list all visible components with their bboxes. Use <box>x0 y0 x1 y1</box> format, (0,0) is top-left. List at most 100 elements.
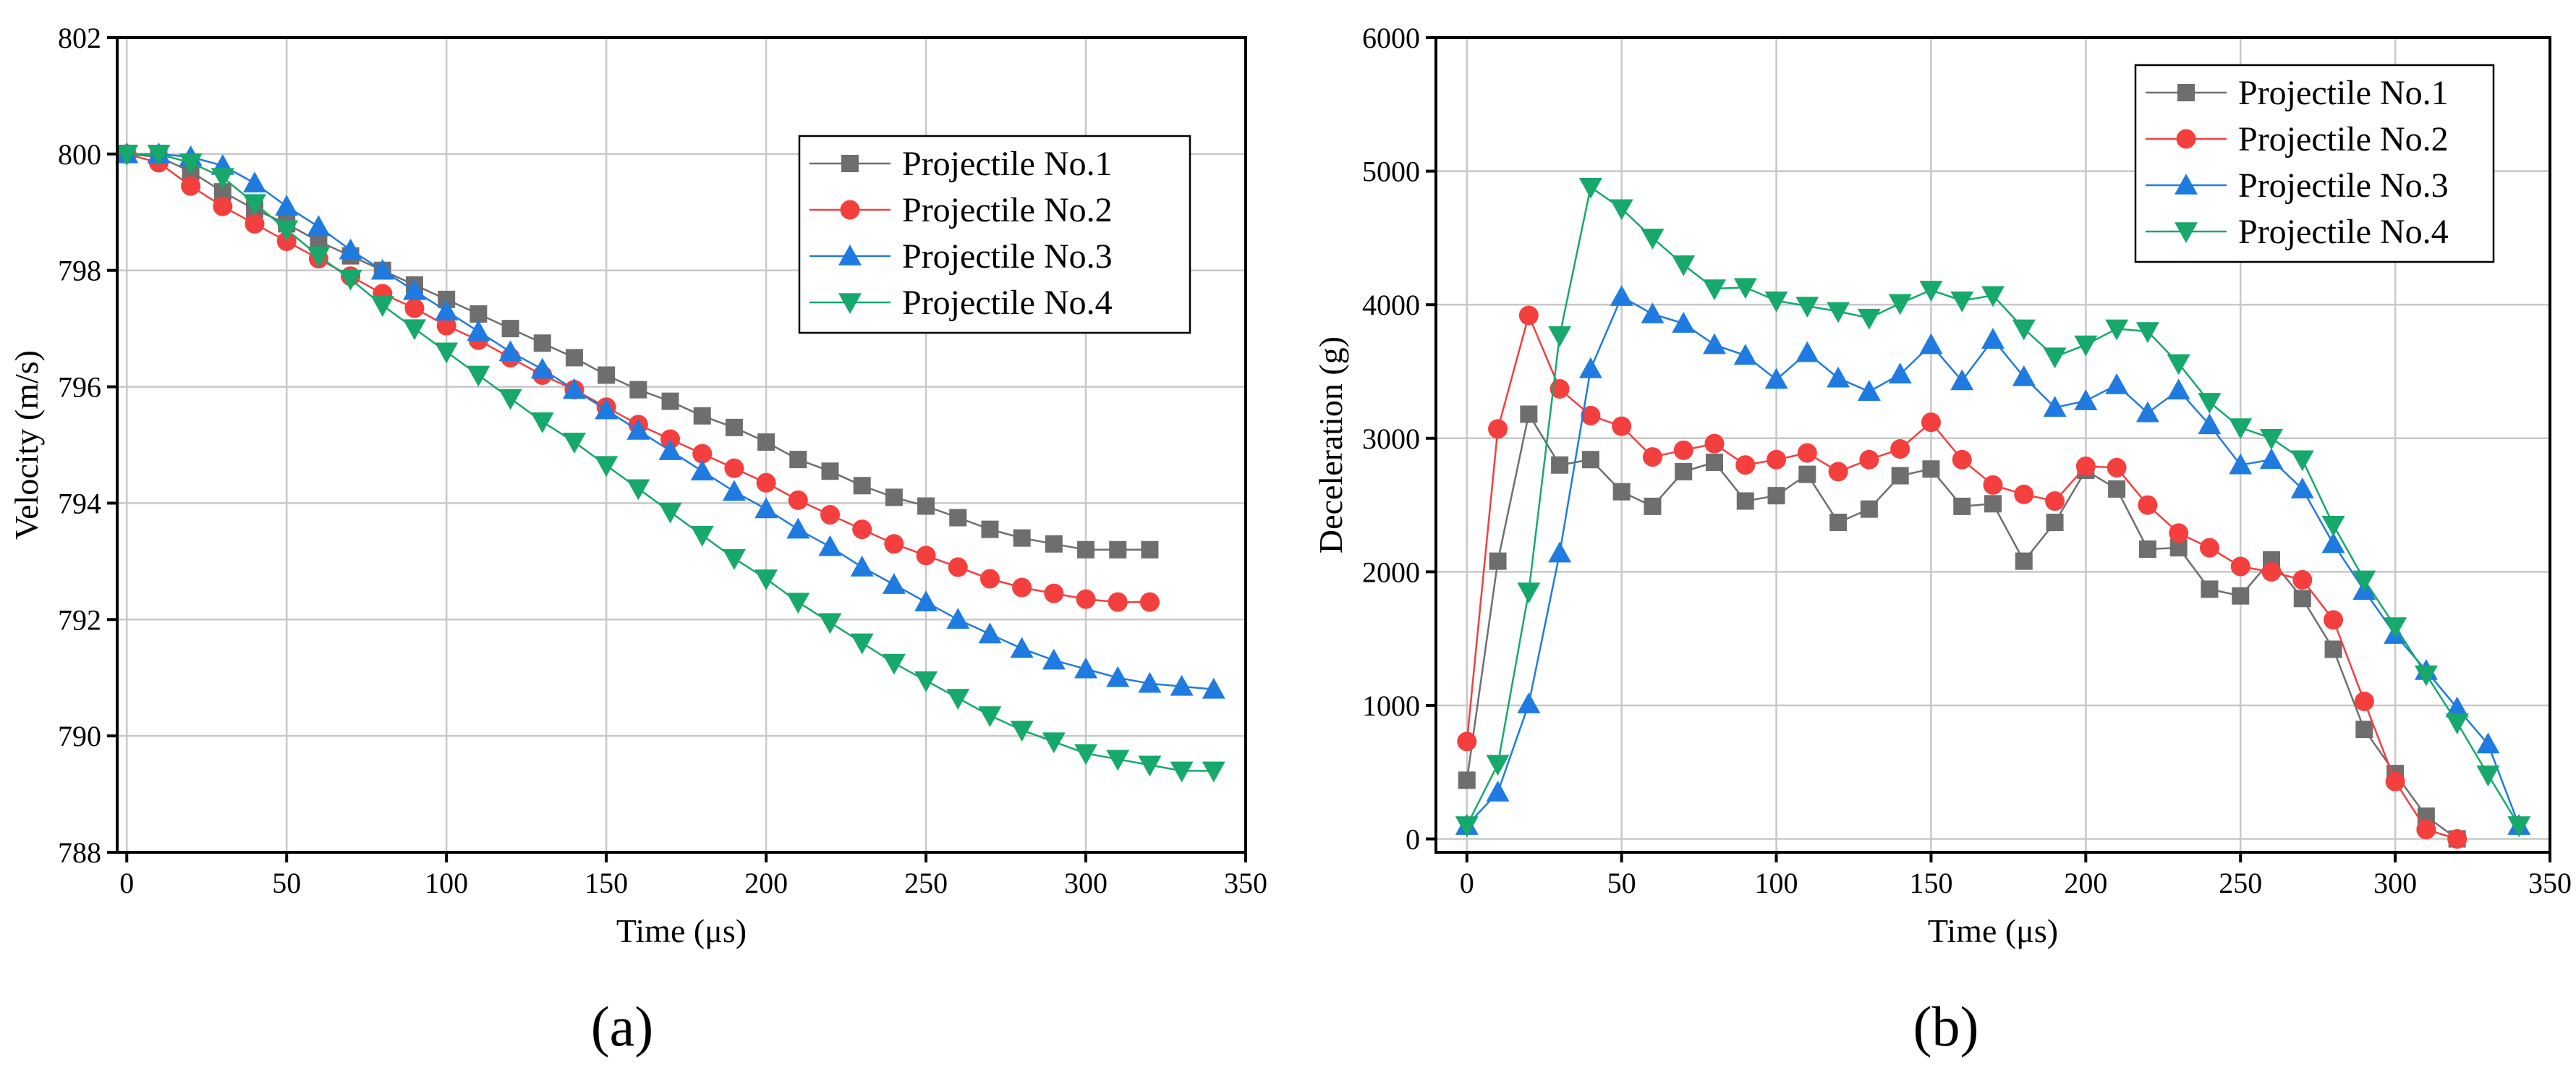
data-point <box>660 429 681 449</box>
data-point <box>2015 552 2033 570</box>
data-point <box>853 477 871 495</box>
data-point <box>2105 319 2129 341</box>
x-tick-label: 350 <box>1224 867 1267 899</box>
data-point <box>307 215 331 237</box>
data-point <box>1610 285 1633 306</box>
data-point <box>1074 744 1098 765</box>
data-point <box>1795 341 1819 362</box>
data-point <box>2417 807 2435 826</box>
data-point <box>211 168 234 190</box>
data-point <box>1767 449 1787 470</box>
data-point <box>1138 671 1162 693</box>
legend-marker <box>841 155 859 172</box>
x-tick-label: 150 <box>1909 867 1952 899</box>
data-point <box>1517 582 1541 604</box>
data-point <box>2167 354 2190 375</box>
deceleration-legend: Projectile No.1 Projectile No.2 Projectile… <box>2134 64 2495 263</box>
data-point <box>1202 761 1225 783</box>
data-point <box>754 497 778 519</box>
data-point <box>469 305 488 323</box>
data-point <box>2321 515 2345 537</box>
data-point <box>1857 380 1881 401</box>
data-point <box>436 315 456 336</box>
data-point <box>2138 495 2158 515</box>
data-point <box>722 480 746 501</box>
data-point <box>2135 322 2159 344</box>
data-point <box>2201 580 2219 598</box>
data-point <box>818 535 842 556</box>
legend-label: Projectile No.3 <box>2238 166 2449 205</box>
data-point <box>2167 378 2190 400</box>
data-point <box>2321 532 2345 553</box>
data-point <box>1703 333 1726 355</box>
velocity-legend: Projectile No.1 Projectile No.2 Projectile… <box>798 135 1191 334</box>
x-tick-label: 150 <box>585 867 628 899</box>
data-point <box>1517 692 1541 713</box>
data-point <box>1641 229 1665 250</box>
data-point <box>339 269 362 291</box>
data-point <box>1950 369 1974 391</box>
data-point <box>1488 419 1508 439</box>
data-point <box>882 573 906 594</box>
data-point <box>2414 665 2438 687</box>
data-point <box>1828 462 1848 482</box>
legend-marker <box>2176 129 2196 149</box>
data-point <box>786 517 810 539</box>
data-point <box>147 145 171 166</box>
data-point <box>884 534 904 554</box>
x-tick-label: 50 <box>272 867 301 899</box>
data-point <box>914 671 938 692</box>
data-point <box>757 433 775 451</box>
data-point <box>1489 552 1507 570</box>
data-point <box>978 622 1002 644</box>
data-point <box>2043 347 2067 369</box>
data-point <box>1798 465 1816 483</box>
data-point <box>882 653 906 675</box>
data-point <box>2198 393 2222 414</box>
data-point <box>690 525 714 547</box>
data-point <box>2107 457 2127 478</box>
y-tick-label: 6000 <box>1362 22 1420 54</box>
data-point <box>1981 286 2005 307</box>
data-point <box>275 195 299 216</box>
velocity-panel-label: (a) <box>591 995 654 1058</box>
data-point <box>435 342 459 364</box>
data-point <box>1859 449 1879 470</box>
data-point <box>1860 500 1878 518</box>
data-point <box>1074 657 1098 679</box>
data-point <box>402 319 426 341</box>
data-point <box>850 555 874 577</box>
data-point <box>243 171 267 192</box>
data-point <box>276 232 297 251</box>
data-point <box>498 340 522 362</box>
series-line <box>1466 412 2458 840</box>
y-tick-label: 796 <box>58 371 101 404</box>
y-tick-label: 800 <box>58 138 101 171</box>
data-point <box>1612 416 1632 436</box>
data-point <box>1578 177 1602 199</box>
data-point <box>629 381 647 399</box>
data-point <box>946 608 970 629</box>
data-point <box>1735 455 1756 475</box>
data-point <box>2260 428 2283 450</box>
deceleration-x-axis-title: Time (μs) <box>1928 912 2058 949</box>
data-point <box>1797 443 1817 463</box>
data-point <box>1106 750 1130 771</box>
data-point <box>917 497 935 515</box>
data-point <box>1045 535 1063 553</box>
panel-b-deceleration-chart: 0 50 100 150 200 250 300 350 0 1000 2000 3000 4000 50… <box>1312 22 2572 1058</box>
data-point <box>1919 333 1943 355</box>
data-point <box>402 279 426 300</box>
data-point <box>2324 640 2342 658</box>
y-tick-label: 788 <box>58 836 101 869</box>
data-point <box>1548 326 1572 347</box>
data-point <box>1520 405 1538 423</box>
data-point <box>1764 291 1788 313</box>
legend-marker <box>838 293 862 314</box>
deceleration-series-4 <box>1455 177 2531 838</box>
data-point <box>1733 344 1757 365</box>
legend-box <box>2134 64 2495 263</box>
data-point <box>1952 449 1972 470</box>
data-point <box>1486 755 1510 776</box>
